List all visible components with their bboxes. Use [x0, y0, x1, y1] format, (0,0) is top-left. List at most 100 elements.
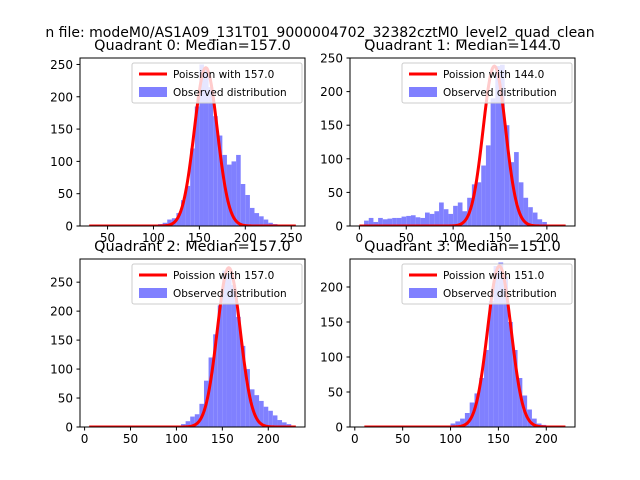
- histogram-bar: [190, 148, 195, 226]
- quadrant-1-legend: Poission with 144.0 Observed distribution: [401, 62, 573, 104]
- histogram-bar: [479, 378, 485, 427]
- histogram-bar: [460, 418, 465, 427]
- histogram-bar: [443, 209, 449, 226]
- histogram-bar: [542, 221, 547, 226]
- histogram-bar: [263, 406, 269, 427]
- x-tick-label: 0: [356, 231, 364, 245]
- x-tick-label: 100: [165, 432, 188, 446]
- legend-entry-observed: Observed distribution: [443, 87, 557, 99]
- x-tick-label: 100: [439, 432, 462, 446]
- histogram-bar: [194, 106, 200, 226]
- histogram-bar: [263, 219, 269, 226]
- histogram-bar: [528, 207, 533, 226]
- histogram-bar: [245, 369, 250, 427]
- histogram-bar: [185, 421, 191, 427]
- histogram-bar: [382, 219, 388, 226]
- y-tick-label: 0: [335, 421, 343, 435]
- axes-frame: [349, 258, 576, 428]
- x-tick-label: 200: [234, 231, 257, 245]
- y-tick-label: 200: [320, 281, 343, 295]
- histogram-bar: [203, 67, 209, 226]
- x-tick-label: 50: [123, 432, 138, 446]
- legend-entry-fit: Poission with 157.0: [173, 270, 274, 282]
- histogram-bar: [245, 194, 250, 226]
- histogram-bar: [518, 182, 524, 226]
- histogram-bar: [226, 273, 232, 427]
- legend-entry-observed: Observed distribution: [443, 288, 557, 300]
- x-tick-label: 250: [280, 231, 303, 245]
- histogram-bar: [208, 357, 214, 427]
- histogram-bar: [185, 185, 191, 226]
- histogram-bar: [167, 219, 172, 226]
- x-tick-label: 150: [487, 432, 510, 446]
- quadrant-1-title: Quadrant 1: Median=144.0: [364, 38, 561, 54]
- quadrant-3-title: Quadrant 3: Median=151.0: [364, 239, 561, 255]
- y-tick-label: 250: [50, 276, 73, 290]
- axes-frame: [349, 57, 576, 227]
- legend-entry-observed: Observed distribution: [173, 288, 287, 300]
- histogram-bar: [425, 212, 430, 226]
- histogram-bar: [259, 216, 264, 226]
- quadrant-3-panel: 0 50 100 150 200 0 50 100 150 200 Quadrant 3: Medi…: [320, 239, 576, 446]
- histogram-bar: [517, 378, 523, 427]
- y-tick-label: 200: [50, 305, 73, 319]
- quadrant-3-legend: Poission with 151.0 Observed distribution: [401, 263, 573, 305]
- histogram-bar: [429, 213, 435, 226]
- x-tick-label: 0: [81, 432, 89, 446]
- quadrant-1-plot-area: [358, 64, 567, 226]
- histogram-bar: [514, 152, 519, 226]
- histogram-bar: [282, 422, 287, 427]
- x-tick-label: 150: [211, 432, 234, 446]
- histogram-bar: [488, 301, 494, 427]
- y-tick-label: 250: [320, 52, 343, 66]
- histogram-bar: [249, 207, 255, 226]
- x-tick-label: 50: [100, 231, 115, 245]
- histogram-bar: [222, 270, 227, 427]
- poisson-fit-line: [363, 264, 566, 427]
- y-tick-label: 100: [320, 152, 343, 166]
- histogram-bar: [495, 66, 500, 226]
- histogram-bar: [217, 305, 223, 427]
- histogram-bar: [378, 217, 383, 226]
- histogram-bar: [272, 415, 278, 427]
- histogram-bar: [240, 345, 246, 427]
- quadrant-0-title: Quadrant 0: Median=157.0: [94, 38, 291, 54]
- y-tick-label: 150: [320, 119, 343, 133]
- histogram-bar: [217, 135, 223, 226]
- poisson-fit-line: [88, 66, 297, 226]
- x-tick-label: 200: [257, 432, 280, 446]
- poisson-fit-line: [88, 266, 297, 427]
- quadrant-0-panel: 50 100 150 200 250 0 50 100 150 200 250 Quadrant 0:…: [50, 38, 306, 245]
- histogram-bar: [485, 145, 491, 226]
- histogram-bar: [484, 350, 489, 427]
- legend-entry-observed: Observed distribution: [173, 87, 287, 99]
- histogram-bar: [259, 400, 264, 427]
- histogram-bar: [190, 416, 195, 427]
- quadrant-2-panel: 0 50 100 150 200 0 50 100 150 200 250 Quadrant 2: M…: [50, 239, 306, 446]
- histogram-bar: [434, 211, 440, 226]
- histogram-bar: [448, 213, 454, 226]
- quadrant-3-plot-area: [363, 262, 566, 427]
- histogram-bar: [474, 393, 480, 427]
- x-tick-label: 50: [395, 432, 410, 446]
- histogram-bar: [503, 276, 508, 427]
- histogram-bar: [176, 213, 182, 226]
- histogram-bar: [507, 322, 513, 427]
- histogram-bar: [415, 217, 421, 226]
- quadrant-2-legend: Poission with 157.0 Observed distribution: [131, 263, 303, 305]
- histogram-bar: [439, 202, 444, 226]
- y-tick-label: 50: [58, 392, 73, 406]
- y-tick-label: 250: [50, 58, 73, 72]
- histogram-bar: [531, 418, 537, 427]
- legend-entry-fit: Poission with 157.0: [173, 69, 274, 81]
- histogram-bar: [181, 200, 186, 226]
- histogram-bar: [396, 217, 402, 226]
- histogram-bar: [532, 212, 538, 226]
- histogram-bar: [401, 216, 407, 226]
- x-tick-label: 150: [489, 231, 512, 245]
- histogram-bar: [194, 414, 200, 427]
- histogram-bar: [254, 395, 260, 427]
- y-tick-label: 150: [50, 123, 73, 137]
- histogram-bar: [373, 221, 379, 226]
- x-tick-label: 50: [399, 231, 414, 245]
